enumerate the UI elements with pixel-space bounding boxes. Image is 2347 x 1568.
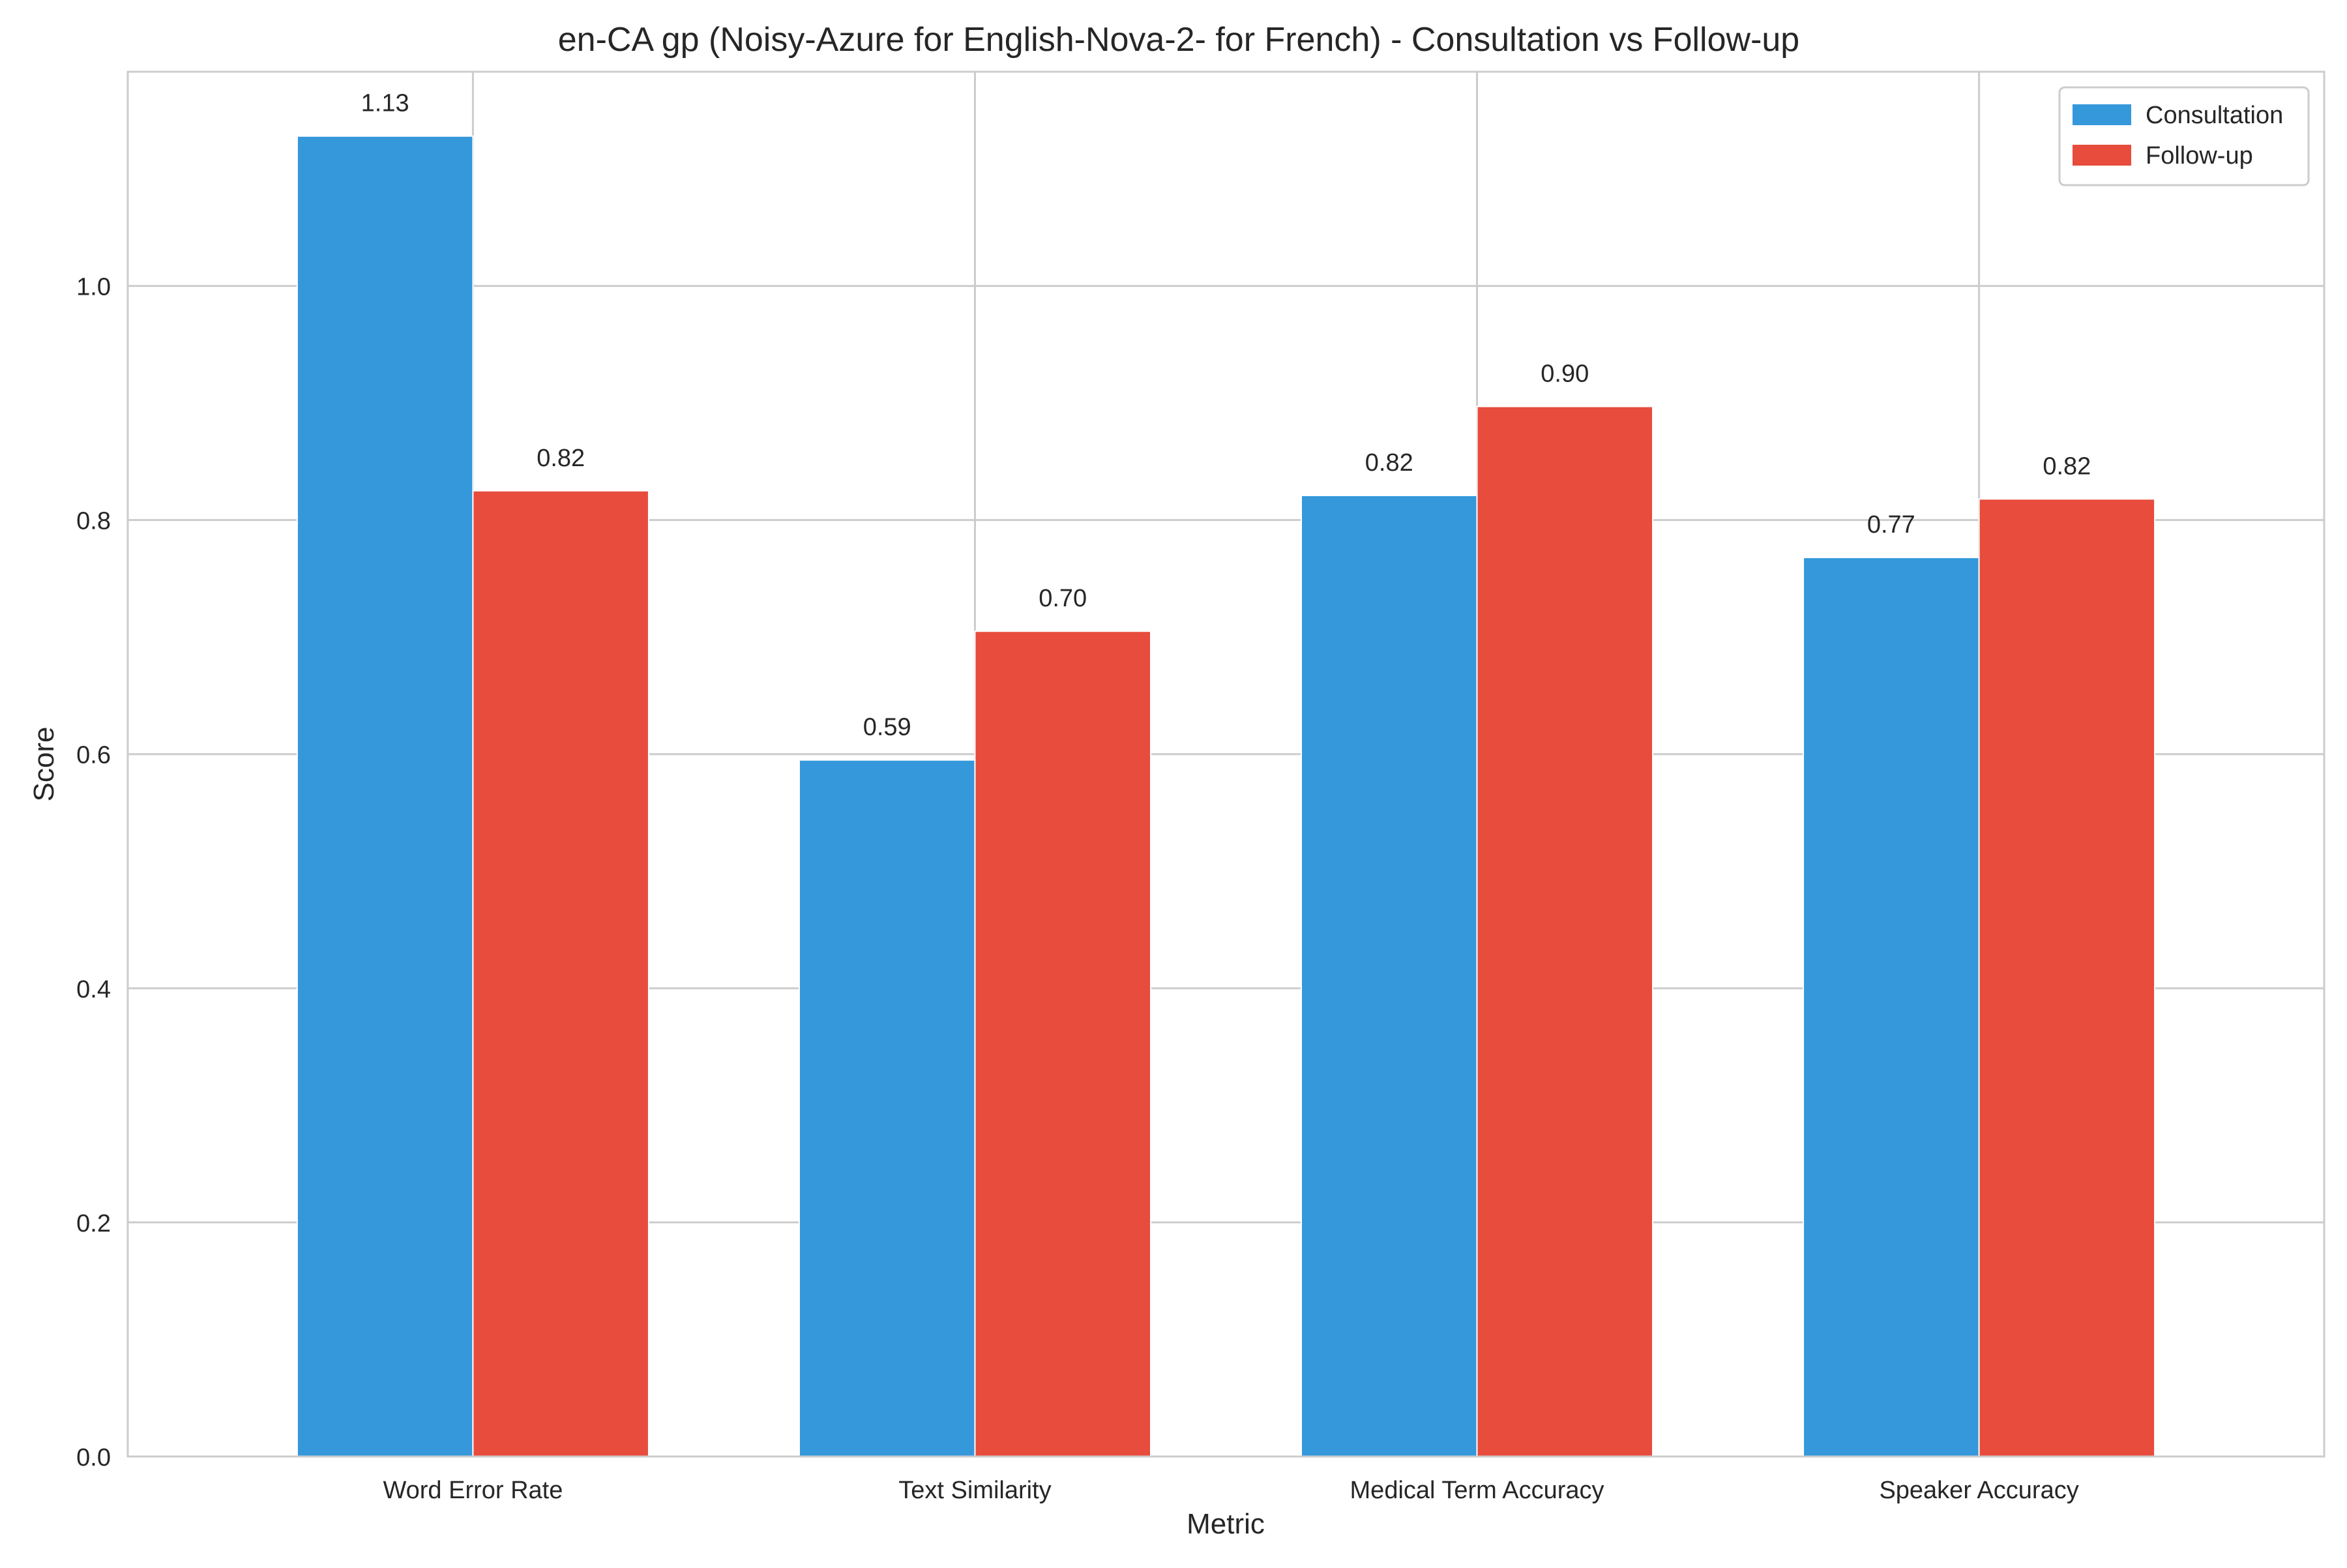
y-tick-label: 0.0 <box>76 1444 111 1472</box>
bar-value-label: 0.77 <box>1867 511 1915 539</box>
legend-label: Follow-up <box>2146 142 2253 170</box>
bar-value-label: 0.70 <box>1039 585 1087 612</box>
x-axis-label: Metric <box>1187 1508 1265 1540</box>
bar-consultation <box>1803 557 1979 1457</box>
x-tick-label: Text Similarity <box>898 1477 1051 1504</box>
bar-consultation <box>1301 496 1477 1457</box>
x-tick-label: Speaker Accuracy <box>1879 1477 2078 1504</box>
bar-follow-up <box>975 631 1151 1457</box>
bar-follow-up <box>1979 499 2155 1457</box>
y-axis-label: Score <box>28 727 60 802</box>
legend-swatch <box>2073 145 2131 166</box>
bar-follow-up <box>1477 406 1653 1457</box>
legend-label: Consultation <box>2146 102 2283 129</box>
bar-value-label: 1.13 <box>361 90 409 117</box>
bar-value-label: 0.90 <box>1541 360 1589 387</box>
chart-title: en-CA gp (Noisy-Azure for English-Nova-2… <box>558 21 1799 59</box>
y-tick-label: 1.0 <box>76 274 111 301</box>
x-tick-label: Word Error Rate <box>383 1477 563 1504</box>
y-tick-label: 0.2 <box>76 1210 111 1237</box>
bar-value-label: 0.82 <box>537 445 585 472</box>
legend-swatch <box>2073 104 2131 125</box>
bar-value-label: 0.82 <box>2043 452 2091 480</box>
bar-follow-up <box>473 491 649 1457</box>
y-tick-label: 0.6 <box>76 742 111 769</box>
x-tick-label: Medical Term Accuracy <box>1350 1477 1604 1504</box>
bar-consultation <box>297 136 473 1457</box>
bar-consultation <box>799 760 975 1457</box>
bar-value-label: 0.82 <box>1365 449 1413 477</box>
y-tick-label: 0.4 <box>76 976 111 1003</box>
bar-value-label: 0.59 <box>863 714 911 741</box>
y-tick-label: 0.8 <box>76 508 111 535</box>
legend: Consultation Follow-up <box>2059 87 2309 185</box>
